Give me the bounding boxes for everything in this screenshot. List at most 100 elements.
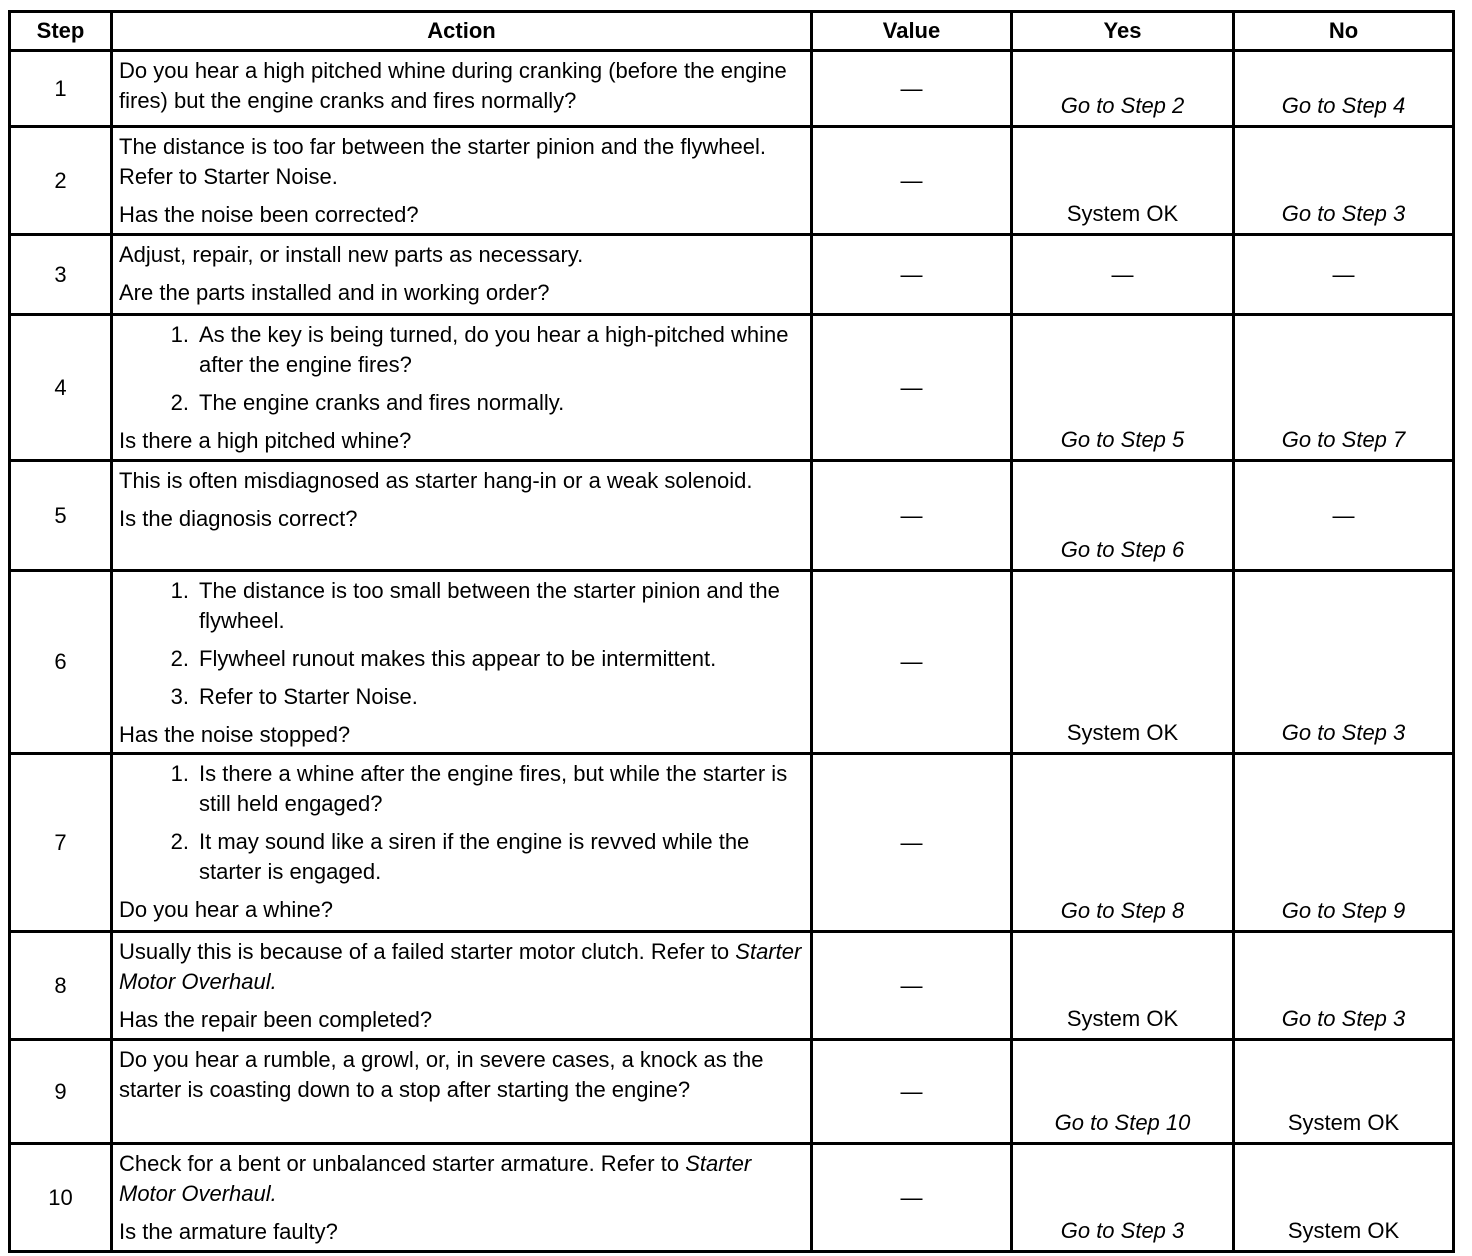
yes-result: System OK xyxy=(1010,569,1235,755)
yes-result: Go to Step 5 xyxy=(1010,313,1235,462)
list-text: Flywheel runout makes this appear to be … xyxy=(199,644,716,674)
step-number: 7 xyxy=(8,752,113,933)
action-list-item: 1. As the key is being turned, do you hea… xyxy=(119,320,806,380)
value-cell: — xyxy=(810,313,1013,462)
action-cell: Adjust, repair, or install new parts as … xyxy=(110,233,813,316)
action-cell: Do you hear a rumble, a growl, or, in se… xyxy=(110,1038,813,1145)
no-result: System OK xyxy=(1232,1142,1455,1253)
action-paragraph: This is often misdiagnosed as starter ha… xyxy=(119,466,806,496)
text-segment: Adjust, repair, or install new parts as … xyxy=(119,242,584,267)
text-segment: Is there a high pitched whine? xyxy=(119,428,412,453)
action-paragraph: Do you hear a high pitched whine during … xyxy=(119,56,806,116)
table-row: 3 Adjust, repair, or install new parts as… xyxy=(8,233,1455,316)
action-cell: 1. As the key is being turned, do you hea… xyxy=(110,313,813,462)
text-segment: Do you hear a rumble, a growl, or, in se… xyxy=(119,1047,764,1102)
action-paragraph: Is there a high pitched whine? xyxy=(119,426,806,456)
yes-result: Go to Step 3 xyxy=(1010,1142,1235,1253)
value-cell: — xyxy=(810,1142,1013,1253)
table-row: 10 Check for a bent or unbalanced starter… xyxy=(8,1142,1455,1253)
table-row: 6 1. The distance is too small between the… xyxy=(8,569,1455,755)
table-row: 1 Do you hear a high pitched whine during… xyxy=(8,49,1455,128)
header-action: Action xyxy=(110,10,813,52)
text-segment: Are the parts installed and in working o… xyxy=(119,280,550,305)
action-paragraph: Usually this is because of a failed star… xyxy=(119,937,806,997)
text-segment: As the key is being turned, do you hear … xyxy=(199,322,789,377)
table-body: 1 Do you hear a high pitched whine during… xyxy=(8,49,1455,1253)
no-result: — xyxy=(1232,459,1455,572)
action-cell: Do you hear a high pitched whine during … xyxy=(110,49,813,128)
step-number: 2 xyxy=(8,125,113,236)
text-segment: Refer to Starter Noise. xyxy=(199,684,418,709)
text-segment: Has the noise stopped? xyxy=(119,722,351,747)
step-number: 6 xyxy=(8,569,113,755)
list-text: As the key is being turned, do you hear … xyxy=(199,320,806,380)
action-list-item: 2. It may sound like a siren if the engin… xyxy=(119,827,806,887)
text-segment: Is there a whine after the engine fires,… xyxy=(199,761,788,816)
table-row: 5 This is often misdiagnosed as starter h… xyxy=(8,459,1455,572)
action-cell: 1. The distance is too small between the … xyxy=(110,569,813,755)
text-segment: Do you hear a whine? xyxy=(119,897,334,922)
action-cell: 1. Is there a whine after the engine fire… xyxy=(110,752,813,933)
list-text: It may sound like a siren if the engine … xyxy=(199,827,806,887)
action-paragraph: Are the parts installed and in working o… xyxy=(119,278,806,308)
list-number: 3. xyxy=(170,684,189,709)
action-list-item: 1. The distance is too small between the … xyxy=(119,576,806,636)
action-paragraph: Is the diagnosis correct? xyxy=(119,504,806,534)
step-number: 10 xyxy=(8,1142,113,1253)
list-text: Is there a whine after the engine fires,… xyxy=(199,759,806,819)
header-row: Step Action Value Yes No xyxy=(8,10,1455,52)
action-paragraph: Do you hear a whine? xyxy=(119,895,806,925)
no-result: Go to Step 4 xyxy=(1232,49,1455,128)
step-number: 8 xyxy=(8,930,113,1041)
list-text: The distance is too small between the st… xyxy=(199,576,806,636)
value-cell: — xyxy=(810,49,1013,128)
text-segment: Starter Motor Overhaul. xyxy=(119,1151,752,1206)
no-result: Go to Step 3 xyxy=(1232,125,1455,236)
action-paragraph: Has the noise stopped? xyxy=(119,720,806,750)
action-paragraph: The distance is too far between the star… xyxy=(119,132,806,192)
yes-result: Go to Step 2 xyxy=(1010,49,1235,128)
text-segment: Is the diagnosis correct? xyxy=(119,506,358,531)
no-result: Go to Step 7 xyxy=(1232,313,1455,462)
text-segment: The distance is too far between the star… xyxy=(119,134,766,189)
action-paragraph: Do you hear a rumble, a growl, or, in se… xyxy=(119,1045,806,1105)
action-list-item: 2. Flywheel runout makes this appear to b… xyxy=(119,644,806,674)
yes-result: Go to Step 6 xyxy=(1010,459,1235,572)
no-result: Go to Step 3 xyxy=(1232,569,1455,755)
value-cell: — xyxy=(810,569,1013,755)
yes-result: System OK xyxy=(1010,125,1235,236)
list-number: 2. xyxy=(170,646,189,671)
header-value: Value xyxy=(810,10,1013,52)
value-cell: — xyxy=(810,459,1013,572)
text-segment: Check for a bent or unbalanced starter a… xyxy=(119,1151,686,1176)
text-segment: Is the armature faulty? xyxy=(119,1219,338,1244)
text-segment: Has the noise been corrected? xyxy=(119,202,419,227)
yes-result: Go to Step 10 xyxy=(1010,1038,1235,1145)
header-step: Step xyxy=(8,10,113,52)
text-segment: Has the repair been completed? xyxy=(119,1007,433,1032)
table-row: 9 Do you hear a rumble, a growl, or, in s… xyxy=(8,1038,1455,1145)
text-segment: The engine cranks and fires normally. xyxy=(199,390,565,415)
list-number: 1. xyxy=(170,578,189,603)
action-cell: The distance is too far between the star… xyxy=(110,125,813,236)
action-paragraph: Is the armature faulty? xyxy=(119,1217,806,1247)
value-cell: — xyxy=(810,125,1013,236)
no-result: — xyxy=(1232,233,1455,316)
action-paragraph: Adjust, repair, or install new parts as … xyxy=(119,240,806,270)
table-row: 8 Usually this is because of a failed sta… xyxy=(8,930,1455,1041)
step-number: 9 xyxy=(8,1038,113,1145)
no-result: System OK xyxy=(1232,1038,1455,1145)
header-yes: Yes xyxy=(1010,10,1235,52)
value-cell: — xyxy=(810,1038,1013,1145)
diagnostic-table: Step Action Value Yes No 1 Do you hear a … xyxy=(8,10,1455,1253)
table-row: 4 1. As the key is being turned, do you he… xyxy=(8,313,1455,462)
no-result: Go to Step 9 xyxy=(1232,752,1455,933)
header-no: No xyxy=(1232,10,1455,52)
action-paragraph: Has the noise been corrected? xyxy=(119,200,806,230)
action-paragraph: Has the repair been completed? xyxy=(119,1005,806,1035)
action-cell: This is often misdiagnosed as starter ha… xyxy=(110,459,813,572)
step-number: 3 xyxy=(8,233,113,316)
yes-result: Go to Step 8 xyxy=(1010,752,1235,933)
value-cell: — xyxy=(810,233,1013,316)
list-number: 1. xyxy=(170,322,189,347)
